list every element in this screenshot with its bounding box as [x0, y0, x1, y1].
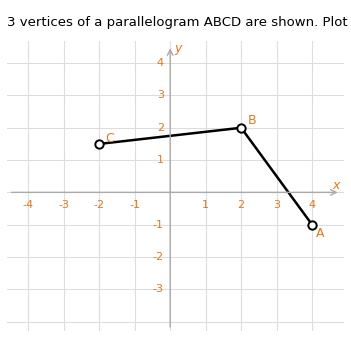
Text: -3: -3: [58, 200, 69, 211]
Text: -2: -2: [94, 200, 105, 211]
Text: 1: 1: [202, 200, 209, 211]
Text: x: x: [332, 179, 340, 192]
Text: -1: -1: [129, 200, 140, 211]
Text: 1: 1: [157, 155, 164, 165]
Text: B: B: [247, 114, 256, 127]
Text: -1: -1: [153, 220, 164, 230]
Text: 2: 2: [238, 200, 245, 211]
Text: -2: -2: [153, 252, 164, 262]
Text: 2: 2: [157, 123, 164, 133]
Text: 4: 4: [157, 58, 164, 68]
Text: 3: 3: [157, 91, 164, 100]
Text: 3: 3: [273, 200, 280, 211]
Text: A: A: [316, 227, 325, 240]
Text: 3 vertices of a parallelogram ABCD are shown. Plot point D.: 3 vertices of a parallelogram ABCD are s…: [7, 16, 351, 29]
Text: -3: -3: [153, 284, 164, 294]
Text: -4: -4: [23, 200, 34, 211]
Text: 4: 4: [309, 200, 316, 211]
Text: C: C: [106, 131, 114, 145]
Text: y: y: [174, 42, 182, 55]
